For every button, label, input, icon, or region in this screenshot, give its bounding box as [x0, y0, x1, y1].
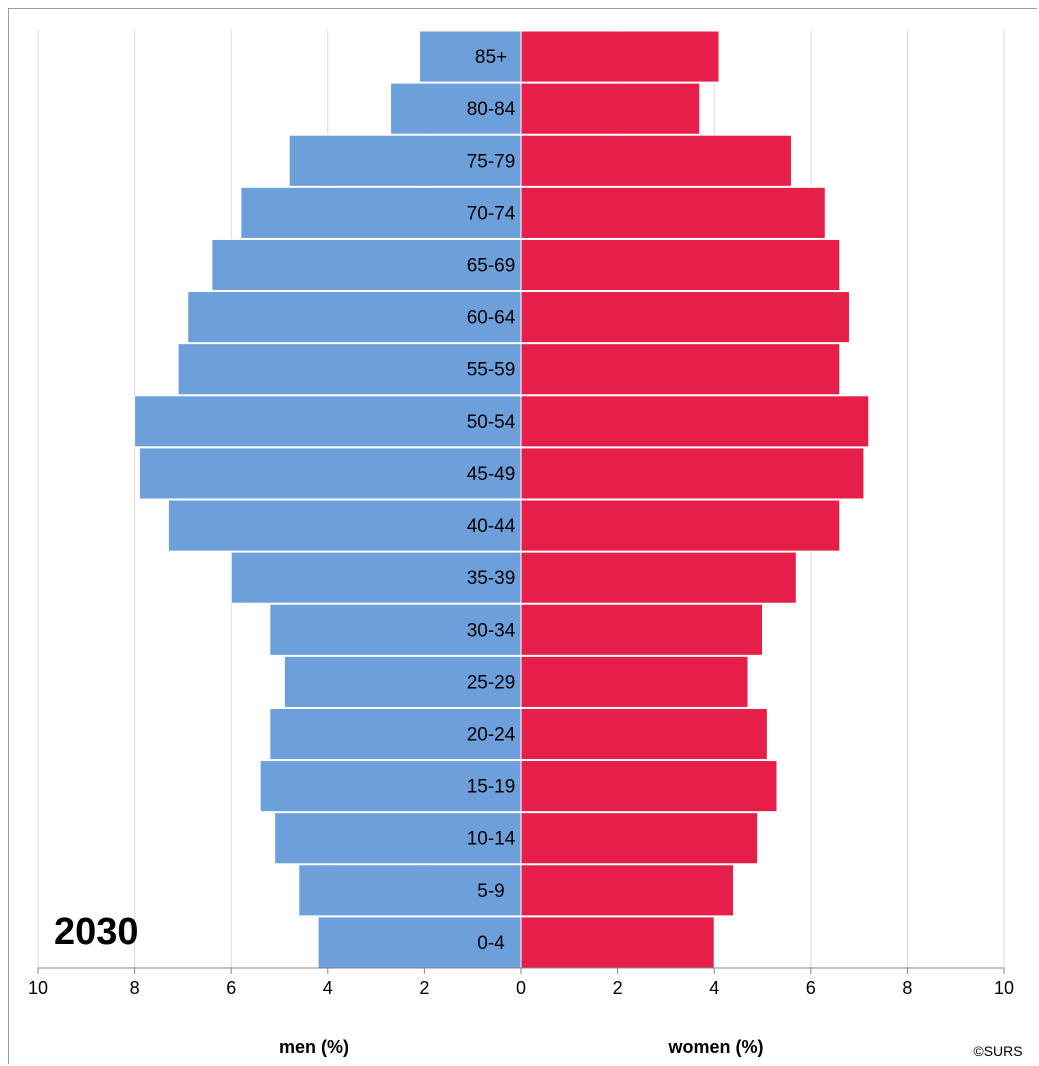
x-axis: 10 8 6 4 2 0 2 4 6 8 10: [28, 967, 1014, 998]
chart-frame: [8, 8, 1037, 1064]
bar-men-70-74: [240, 186, 522, 239]
bar-women-35-39: [520, 551, 797, 604]
bar-women-30-34: [520, 603, 763, 656]
bar-men-55-59: [177, 343, 522, 396]
bar-men-50-54: [134, 395, 522, 448]
bar-men-85+: [419, 30, 522, 83]
age-label-10-14: 10-14: [467, 829, 516, 850]
year-annotation: 2030: [54, 911, 139, 953]
bar-women-5-9: [520, 864, 735, 917]
age-label-45-49: 45-49: [467, 464, 516, 485]
x-tick-label: 6: [806, 978, 816, 998]
bar-men-80-84: [390, 82, 522, 135]
bar-women-0-4: [520, 916, 715, 969]
bar-women-80-84: [520, 82, 701, 135]
age-label-85+: 85+: [475, 47, 507, 68]
bars: [134, 30, 870, 969]
bar-women-25-29: [520, 655, 749, 708]
bar-men-40-44: [167, 499, 522, 552]
x-tick-label: 10: [994, 978, 1014, 998]
x-tick-label: 6: [226, 978, 236, 998]
bar-women-60-64: [520, 291, 850, 344]
bar-men-10-14: [274, 812, 522, 865]
age-label-25-29: 25-29: [467, 672, 516, 693]
bar-men-15-19: [259, 760, 522, 813]
bar-women-40-44: [520, 499, 841, 552]
bar-men-35-39: [230, 551, 522, 604]
age-label-80-84: 80-84: [467, 99, 516, 120]
bar-men-65-69: [211, 238, 522, 292]
age-label-5-9: 5-9: [477, 881, 504, 902]
age-label-65-69: 65-69: [467, 256, 516, 277]
age-label-35-39: 35-39: [467, 568, 516, 589]
x-tick-label: 8: [130, 978, 140, 998]
bar-women-20-24: [520, 707, 768, 761]
age-label-20-24: 20-24: [467, 725, 516, 746]
x-tick-label: 2: [613, 978, 623, 998]
bar-women-65-69: [520, 238, 841, 292]
age-label-75-79: 75-79: [467, 151, 516, 172]
bar-men-5-9: [298, 864, 522, 917]
bar-women-55-59: [520, 343, 841, 396]
age-label-0-4: 0-4: [477, 933, 505, 954]
age-label-30-34: 30-34: [467, 620, 516, 641]
bar-women-75-79: [520, 134, 792, 187]
bar-women-45-49: [520, 447, 865, 500]
bar-women-15-19: [520, 760, 778, 813]
bar-women-70-74: [520, 186, 826, 239]
age-label-50-54: 50-54: [467, 412, 516, 433]
bar-men-75-79: [288, 134, 522, 187]
bar-women-10-14: [520, 812, 759, 865]
bar-women-85+: [520, 30, 720, 83]
age-label-55-59: 55-59: [467, 360, 516, 381]
age-labels: 85+ 80-84 75-79 70-74 65-69 60-64 55-59 50-54 45…: [467, 47, 516, 954]
credit-label: ©SURS: [973, 1043, 1022, 1059]
age-label-70-74: 70-74: [467, 203, 516, 224]
bar-men-20-24: [269, 707, 522, 761]
x-tick-label: 10: [28, 978, 48, 998]
x-tick-label: 8: [902, 978, 912, 998]
bar-women-50-54: [520, 395, 870, 448]
x-tick-label: 4: [323, 978, 333, 998]
age-label-60-64: 60-64: [467, 308, 516, 329]
bar-men-45-49: [138, 447, 522, 500]
x-tick-label: 2: [419, 978, 429, 998]
age-label-15-19: 15-19: [467, 777, 516, 798]
age-label-40-44: 40-44: [467, 516, 516, 537]
x-axis-title-men: men (%): [279, 1037, 349, 1057]
x-axis-title-women: women (%): [667, 1037, 763, 1057]
bar-men-30-34: [269, 603, 522, 656]
x-tick-label: 4: [709, 978, 719, 998]
x-tick-label: 0: [516, 978, 526, 998]
bar-men-60-64: [187, 291, 522, 344]
